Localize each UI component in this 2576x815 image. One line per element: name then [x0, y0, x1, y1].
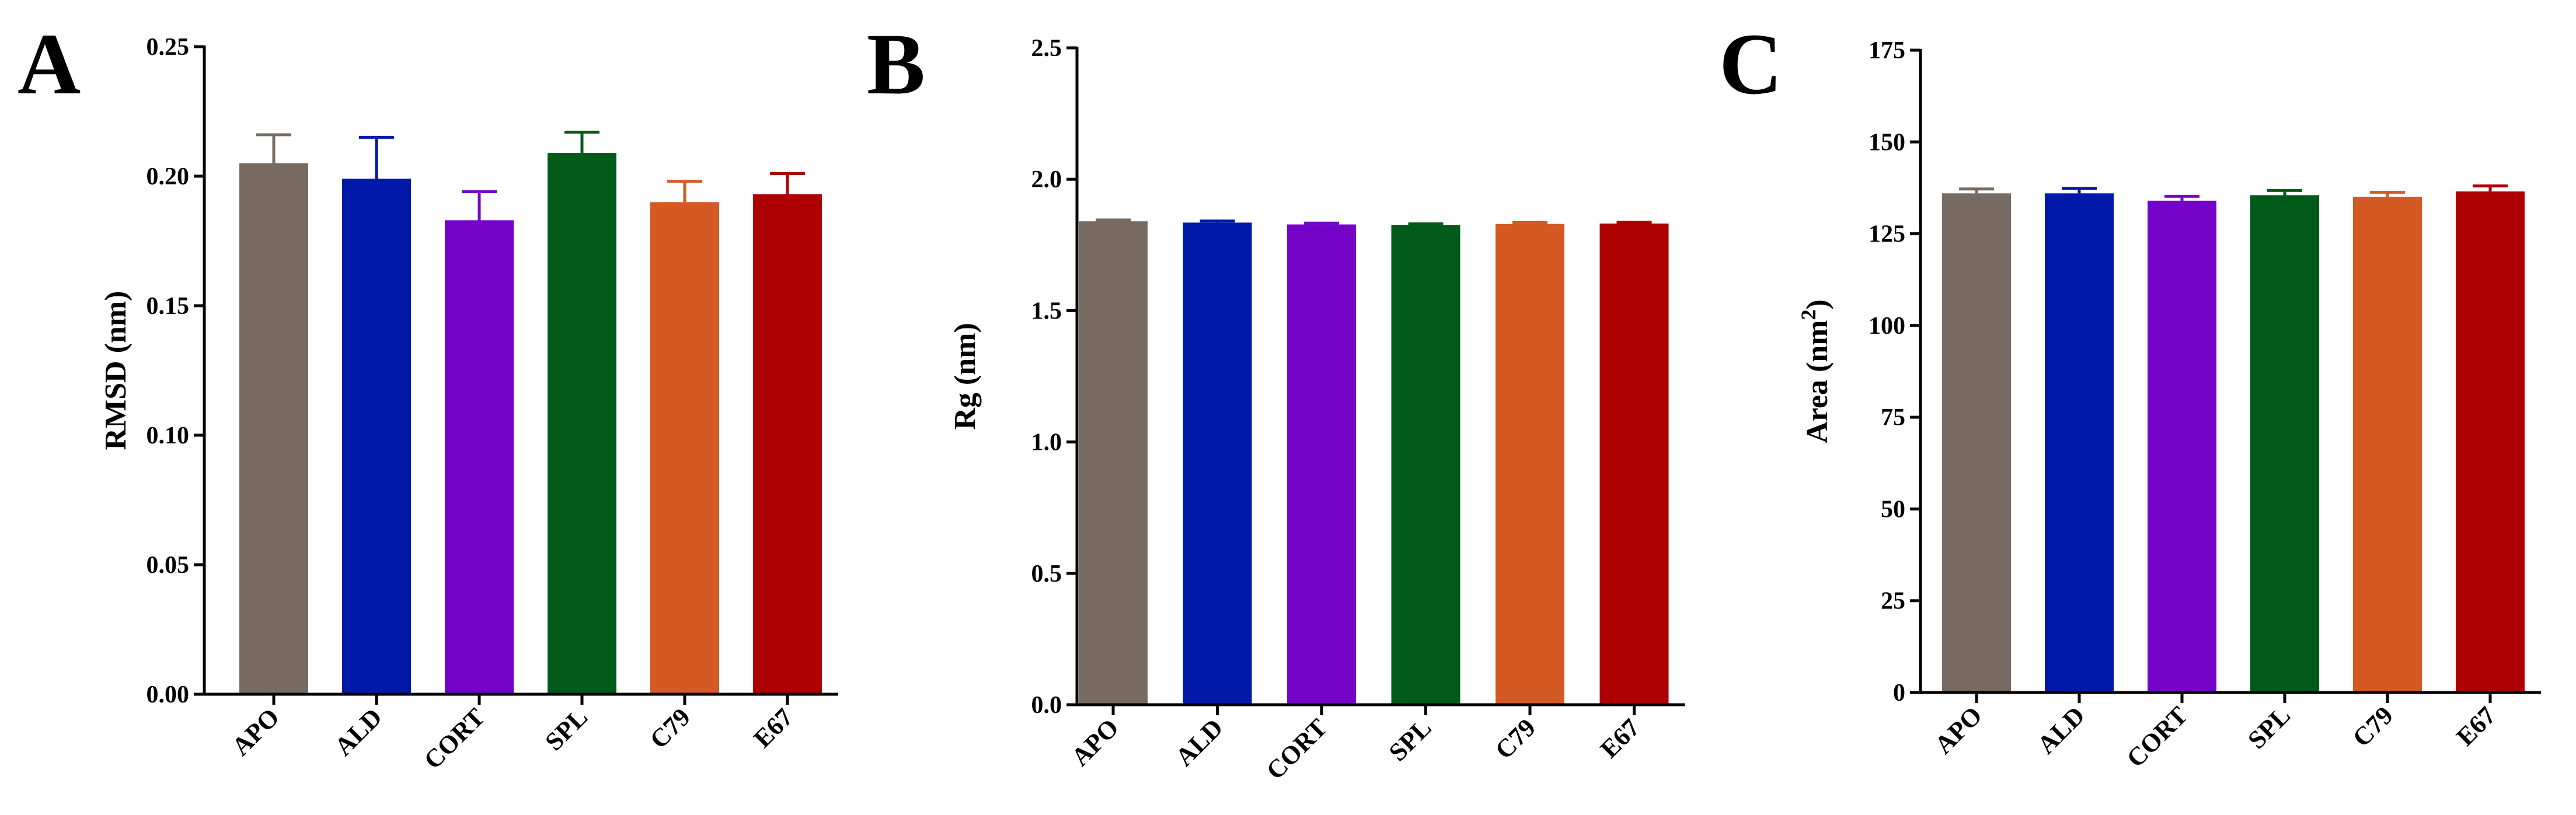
y-tick-label: 150: [1869, 129, 1905, 156]
y-axis-title-text: Rg (nm): [949, 323, 982, 429]
y-tick-label: 0.5: [1031, 561, 1062, 587]
y-tick-label: 0.00: [147, 681, 190, 708]
bar-spl: [548, 153, 616, 694]
category-label-ald: ALD: [329, 702, 388, 761]
bar-ald: [342, 179, 411, 694]
y-axis-title: RMSD (nm): [99, 291, 133, 450]
category-label-apo: APO: [1066, 713, 1124, 771]
chart-panel-a: A 0.00 0.05 0.10 0.15 0.20 0.25 APO ALD CORT SPL C7…: [18, 16, 838, 775]
category-label-cort: CORT: [2121, 701, 2193, 772]
category-label-c79: C79: [1490, 713, 1541, 764]
bar-cort: [445, 220, 514, 695]
y-axis-title-suffix: ): [1801, 299, 1834, 309]
bar-spl: [1391, 225, 1460, 705]
y-tick-label: 2.0: [1031, 166, 1062, 193]
bar-e67: [1599, 223, 1669, 705]
y-axis-title-text: Area (nm: [1801, 320, 1834, 443]
category-label-cort: CORT: [419, 702, 490, 774]
y-tick-label: 125: [1869, 221, 1905, 248]
y-tick-label: 25: [1881, 588, 1905, 615]
y-tick-label: 100: [1869, 313, 1905, 340]
panel-letter: A: [18, 16, 81, 113]
bar-apo: [239, 163, 308, 694]
bar-apo: [1942, 193, 2011, 692]
category-label-c79: C79: [2347, 701, 2399, 752]
y-tick-label: 0.25: [147, 34, 190, 61]
category-label-c79: C79: [644, 702, 696, 754]
category-label-e67: E67: [1595, 713, 1646, 764]
bar-apo: [1079, 221, 1148, 705]
y-tick-label: 1.0: [1031, 429, 1062, 456]
y-tick-label: 0.20: [147, 163, 190, 190]
category-label-cort: CORT: [1261, 713, 1333, 785]
y-tick-label: 0.05: [147, 552, 190, 579]
bar-spl: [2250, 195, 2319, 692]
y-tick-label: 0: [1893, 680, 1905, 706]
bar-e67: [2456, 191, 2525, 693]
category-label-spl: SPL: [1383, 713, 1437, 767]
chart-panel-c: C 0 25 50 75 100 125 150 175 APO ALD CORT SPL C79 E67 A…: [1719, 16, 2541, 773]
category-label-ald: ALD: [1170, 713, 1228, 771]
chart-panel-b: B 0.0 0.5 1.0 1.5 2.0 2.5 APO ALD CORT SPL C79 E67 Rg…: [867, 16, 1685, 785]
category-label-apo: APO: [226, 702, 285, 761]
bar-c79: [2353, 197, 2422, 693]
bar-ald: [2045, 193, 2114, 692]
y-tick-label: 175: [1869, 37, 1905, 64]
bar-cort: [1287, 224, 1356, 705]
y-axis-title: Area (nm2): [1797, 299, 1834, 443]
y-tick-label: 75: [1881, 404, 1905, 431]
bar-e67: [753, 194, 822, 695]
y-axis-title: Rg (nm): [949, 323, 982, 429]
category-label-spl: SPL: [539, 702, 593, 756]
panel-letter: B: [867, 16, 925, 113]
y-tick-label: 2.5: [1031, 35, 1062, 62]
bar-c79: [1496, 223, 1564, 705]
y-tick-label: 0.15: [147, 293, 190, 320]
bar-c79: [650, 202, 719, 694]
y-tick-label: 0.0: [1031, 692, 1062, 719]
y-axis-title-text: RMSD (nm): [99, 291, 133, 450]
category-label-ald: ALD: [2032, 701, 2090, 759]
y-axis-title-superscript: 2: [1797, 310, 1820, 320]
y-tick-label: 0.10: [147, 422, 190, 449]
panel-letter: C: [1719, 16, 1782, 113]
category-label-spl: SPL: [2242, 701, 2296, 754]
y-tick-label: 50: [1881, 496, 1905, 523]
category-label-e67: E67: [2451, 701, 2502, 751]
bar-cort: [2148, 200, 2216, 692]
y-tick-label: 1.5: [1031, 298, 1062, 324]
bar-ald: [1183, 222, 1252, 705]
category-label-apo: APO: [1929, 701, 1988, 759]
category-label-e67: E67: [748, 702, 799, 753]
